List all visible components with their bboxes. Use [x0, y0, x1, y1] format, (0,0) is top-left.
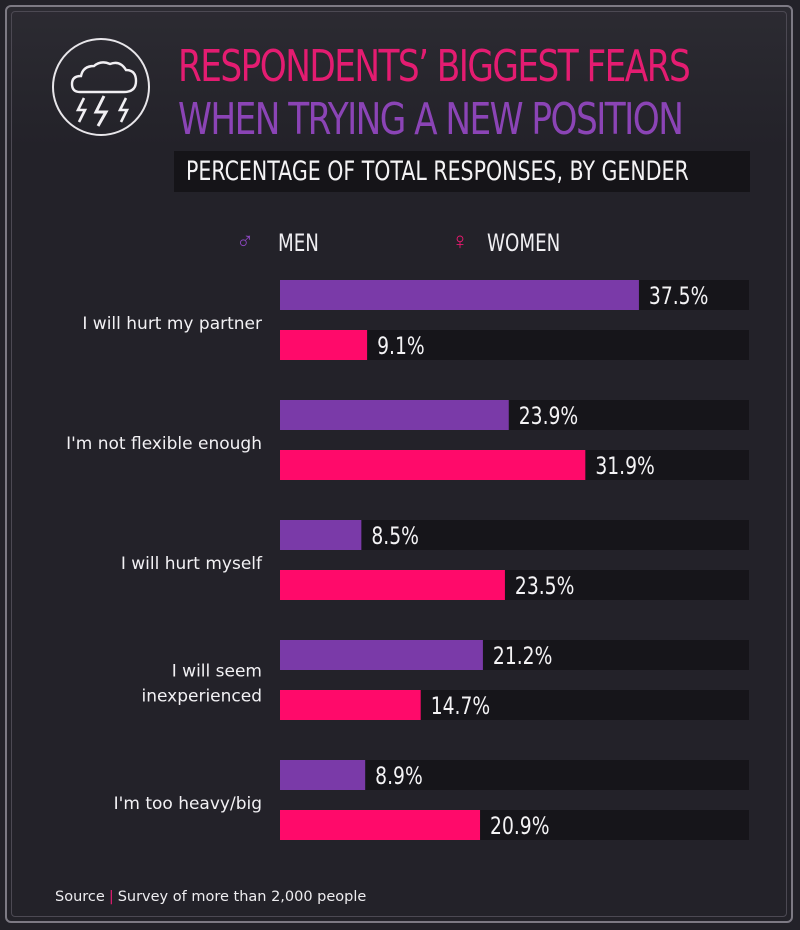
data-label-men: 37.5%: [649, 283, 708, 311]
category-label: inexperienced: [141, 687, 262, 707]
bar-women: [280, 810, 481, 840]
outer-frame: [5, 5, 793, 923]
data-label-men: 8.5%: [371, 523, 419, 551]
data-label-women: 14.7%: [431, 693, 490, 721]
category-label: I will seem: [172, 662, 262, 682]
data-label-women: 31.9%: [595, 453, 654, 481]
source-text: Survey of more than 2,000 people: [117, 889, 367, 905]
bar-men: [280, 520, 362, 550]
bar-women: [280, 450, 586, 480]
data-label-men: 21.2%: [493, 643, 552, 671]
data-label-men: 8.9%: [375, 763, 423, 791]
title-line-2: WHEN TRYING A NEW POSITION: [178, 94, 684, 145]
subtitle-background: [174, 151, 750, 192]
bar-women: [280, 570, 505, 600]
data-label-women: 9.1%: [377, 333, 425, 361]
chart-subtitle: PERCENTAGE OF TOTAL RESPONSES, BY GENDER: [186, 156, 689, 187]
category-label: I'm too heavy/big: [114, 794, 262, 814]
source-label: Source: [55, 889, 105, 905]
category-label: I will hurt my partner: [82, 314, 262, 334]
bar-men: [280, 400, 509, 430]
storm-cloud-lightning-icon: [52, 38, 150, 136]
source-separator: |: [108, 889, 114, 905]
bar-men: [280, 280, 639, 310]
female-symbol-icon: ♀: [451, 228, 469, 255]
title-line-1: RESPONDENTS’ BIGGEST FEARS: [178, 41, 691, 92]
bar-women: [280, 690, 421, 720]
legend-men-label: MEN: [278, 229, 319, 257]
data-label-women: 20.9%: [490, 813, 549, 841]
legend-women-label: WOMEN: [487, 229, 561, 257]
source-note: Source | Survey of more than 2,000 people: [55, 889, 366, 905]
inner-frame: [11, 11, 787, 917]
category-label: I will hurt myself: [121, 554, 263, 574]
male-symbol-icon: ♂: [236, 228, 254, 255]
data-label-men: 23.9%: [519, 403, 578, 431]
bar-men: [280, 640, 483, 670]
bar-women: [280, 330, 368, 360]
category-label: I'm not flexible enough: [66, 434, 262, 454]
bar-men: [280, 760, 366, 790]
data-label-women: 23.5%: [515, 573, 574, 601]
